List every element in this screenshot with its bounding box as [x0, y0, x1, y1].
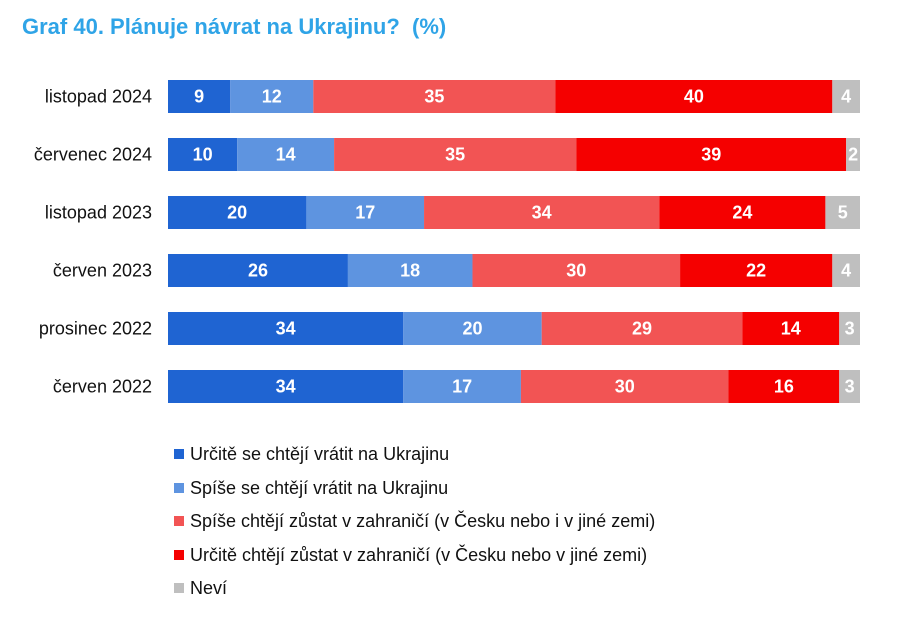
category-label: listopad 2023 [45, 203, 152, 223]
category-label: listopad 2024 [45, 87, 152, 107]
data-label: 40 [684, 87, 704, 107]
data-label: 2 [848, 145, 858, 165]
bar-segment [659, 196, 826, 229]
bar-segment [832, 254, 860, 287]
category-label: prosinec 2022 [39, 319, 152, 339]
bar-segment [403, 312, 542, 345]
bar-segment [168, 312, 404, 345]
legend-label: Neví [190, 578, 228, 598]
data-label: 34 [276, 377, 296, 397]
legend-swatch [174, 549, 184, 560]
bar-segment [680, 254, 833, 287]
data-label: 35 [424, 87, 444, 107]
data-label: 14 [276, 145, 296, 165]
data-label: 12 [262, 87, 282, 107]
bar-segment [313, 80, 556, 113]
data-label: 3 [845, 377, 855, 397]
data-label: 4 [841, 261, 851, 281]
bar-segment [472, 254, 681, 287]
data-label: 16 [774, 377, 794, 397]
data-label: 30 [615, 377, 635, 397]
bar-segment [832, 80, 860, 113]
category-label: červen 2022 [53, 377, 152, 397]
data-label: 14 [781, 319, 801, 339]
data-label: 30 [566, 261, 586, 281]
legend-item: Spíše chtějí zůstat v zahraničí (v Česku… [174, 507, 655, 541]
legend-swatch [174, 449, 184, 459]
bar-segment [403, 370, 521, 403]
legend-item: Určitě se chtějí vrátit na Ukrajinu [174, 440, 655, 474]
data-label: 4 [841, 87, 851, 107]
data-label: 26 [248, 261, 268, 281]
data-label: 17 [452, 377, 472, 397]
data-label: 20 [227, 203, 247, 223]
data-label: 20 [462, 319, 482, 339]
data-label: 35 [445, 145, 465, 165]
bar-segment [237, 138, 335, 171]
bar-segment [334, 138, 577, 171]
bar-segment [541, 312, 743, 345]
bar-segment [742, 312, 840, 345]
bar-segment [347, 254, 473, 287]
legend-swatch [174, 516, 184, 526]
bar-segment [168, 254, 348, 287]
legend-item: Spíše se chtějí vrátit na Ukrajinu [174, 474, 655, 508]
legend-item: Neví [174, 574, 655, 608]
category-label: červenec 2024 [34, 145, 152, 165]
data-label: 5 [838, 203, 848, 223]
data-label: 10 [193, 145, 213, 165]
bar-segment [555, 80, 833, 113]
data-label: 18 [400, 261, 420, 281]
bar-segment [846, 138, 860, 171]
chart-legend: Určitě se chtějí vrátit na Ukrajinu Spíš… [174, 440, 655, 608]
bar-segment [168, 196, 307, 229]
data-label: 22 [746, 261, 766, 281]
legend-label: Spíše chtějí zůstat v zahraničí (v Česku… [190, 511, 656, 531]
legend-swatch [174, 583, 184, 593]
legend-swatch [174, 482, 184, 493]
bar-segment [825, 196, 860, 229]
data-label: 3 [845, 319, 855, 339]
chart-title: Graf 40. Plánuje návrat na Ukrajinu? (%) [22, 14, 447, 39]
bar-segment [306, 196, 425, 229]
data-label: 29 [632, 319, 652, 339]
data-label: 39 [701, 145, 721, 165]
bar-segment [168, 138, 238, 171]
bar-segment [728, 370, 840, 403]
bar-segment [424, 196, 660, 229]
legend-label: Určitě chtějí zůstat v zahraničí (v Česk… [190, 544, 648, 565]
legend-label: Určitě se chtějí vrátit na Ukrajinu [190, 444, 450, 464]
bar-segment [230, 80, 314, 113]
bar-segment [576, 138, 847, 171]
bar-segment [839, 312, 860, 345]
bar-segment [168, 370, 404, 403]
bar-segment [839, 370, 860, 403]
data-label: 24 [732, 203, 752, 223]
category-label: červen 2023 [53, 261, 152, 281]
data-label: 34 [276, 319, 296, 339]
bar-segment [168, 80, 231, 113]
legend-label: Spíše se chtějí vrátit na Ukrajinu [190, 477, 449, 498]
bar-segment [520, 370, 729, 403]
data-label: 17 [355, 203, 375, 223]
data-label: 9 [194, 87, 204, 107]
data-label: 34 [532, 203, 552, 223]
legend-item: Určitě chtějí zůstat v zahraničí (v Česk… [174, 541, 655, 575]
